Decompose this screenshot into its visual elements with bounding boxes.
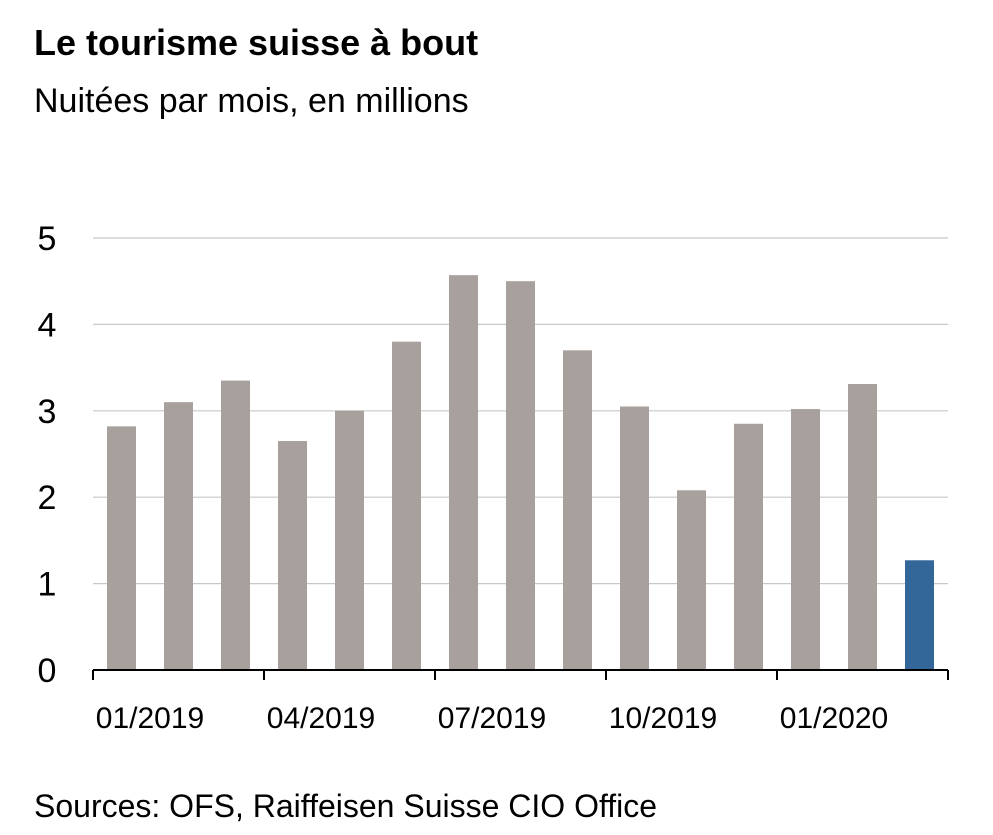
x-tick-label: 01/2020 — [780, 702, 888, 735]
y-tick-label: 0 — [38, 652, 57, 690]
bar-08-2019 — [506, 281, 535, 670]
bar-05-2019 — [335, 410, 364, 670]
y-tick-label: 1 — [38, 566, 57, 604]
bar-03-2020 — [905, 560, 934, 670]
x-tick-label: 04/2019 — [267, 702, 375, 735]
source-note: Sources: OFS, Raiffeisen Suisse CIO Offi… — [34, 788, 658, 824]
bar-01-2019 — [107, 426, 136, 670]
bar-06-2019 — [392, 341, 421, 670]
x-tick-labels: 01/2019 04/2019 07/2019 10/2019 01/2020 — [96, 702, 888, 735]
y-tick-label: 2 — [38, 479, 57, 517]
x-tick-label: 01/2019 — [96, 702, 204, 735]
y-tick-label: 5 — [38, 220, 57, 258]
bar-03-2019 — [221, 380, 250, 670]
bars — [107, 275, 934, 670]
axes — [92, 669, 949, 680]
y-tick-label: 4 — [38, 306, 57, 344]
x-tick-label: 10/2019 — [609, 702, 717, 735]
bar-02-2020 — [848, 384, 877, 670]
bar-09-2019 — [563, 350, 592, 670]
y-tick-labels: 0 1 2 3 4 5 — [38, 220, 57, 690]
bar-02-2019 — [164, 402, 193, 670]
chart-subtitle: Nuitées par mois, en millions — [34, 82, 469, 120]
bar-11-2019 — [677, 490, 706, 670]
bar-07-2019 — [449, 275, 478, 670]
chart-title: Le tourisme suisse à bout — [34, 22, 479, 63]
y-tick-label: 3 — [38, 393, 57, 431]
x-tick-label: 07/2019 — [438, 702, 546, 735]
bar-10-2019 — [620, 406, 649, 670]
bar-04-2019 — [278, 441, 307, 670]
bar-01-2020 — [791, 409, 820, 670]
bar-12-2019 — [734, 423, 763, 670]
